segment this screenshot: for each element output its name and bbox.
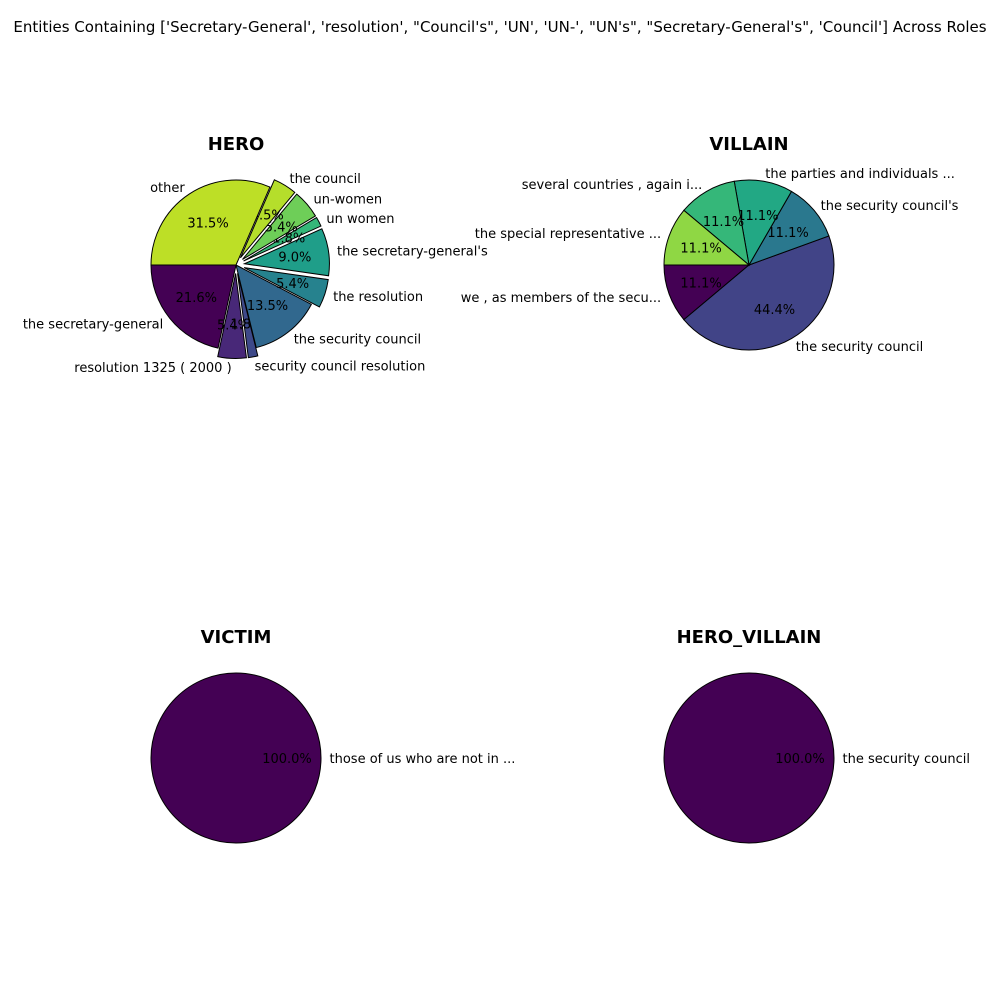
slice-label: un women [326,212,394,227]
pct-label: 11.1% [680,242,721,257]
slice-the-secretary-general [150,264,237,349]
slice-label: the security council [796,340,923,355]
pct-label: 11.1% [680,276,721,291]
slice-resolution-1325-2000 [217,273,247,359]
pie-victim: VICTIM 100.0% those of us who are not in .… [150,627,516,844]
pct-label: 11.1% [737,209,778,224]
pct-label: 5.4% [265,220,298,235]
pct-label: 5.4% [217,318,250,333]
slice-those-of-us-who-are-not-in [150,672,322,844]
slice-label: the security council [843,752,970,767]
slice-the-secretary-general-s [242,228,330,277]
pie-title: VILLAIN [709,134,788,155]
slice-label: the secretary-general's [337,245,488,260]
figure-title: Entities Containing ['Secretary-General'… [13,18,986,36]
slice-un-women [242,193,317,260]
slice-label: the security council's [821,199,959,214]
pct-label: 100.0% [262,752,312,767]
pct-label: 21.6% [176,291,217,306]
slice-the-security-council [683,235,835,351]
pct-label: 11.1% [767,226,808,241]
slice-label: the special representative ... [475,227,661,242]
slice-label: other [150,181,185,196]
pct-label: 11.1% [703,215,744,230]
slice-label: the security council [294,333,421,348]
pie-villain: VILLAIN 11.1% we , as members of the secu.… [461,134,959,355]
slice-the-special-representative [663,209,751,266]
slice-other [150,179,271,266]
slice-label: un-women [314,193,383,208]
slice-un-women [243,216,322,262]
slice-label: the parties and individuals ... [765,167,955,182]
slice-label: the secretary-general [23,318,163,333]
pct-label: 5.4% [276,277,309,292]
slice-label: resolution 1325 ( 2000 ) [74,361,231,376]
slice-the-resolution [243,267,329,308]
slice-security-council-resolution [237,273,259,359]
pie-title: VICTIM [201,627,272,648]
pct-label: 100.0% [775,752,825,767]
pie-title: HERO [208,134,265,155]
slice-the-security-council [235,264,313,349]
pct-label: 31.5% [187,216,228,231]
pct-label: 13.5% [247,299,288,314]
slice-label: security council resolution [255,359,426,374]
pie-hero-villain: HERO_VILLAIN 100.0% the security council [663,627,970,844]
pie-hero: HERO 21.6% the secretary-general 5.4% resolu… [23,134,488,376]
slice-label: several countries , again i... [522,178,703,193]
slice-the-security-council [663,672,835,844]
pct-label: 9.0% [278,251,311,266]
pie-title: HERO_VILLAIN [677,627,822,648]
slice-label: those of us who are not in ... [330,752,516,767]
slice-label: the council [289,172,360,187]
slice-the-council [239,179,296,259]
slice-label: the resolution [333,290,423,305]
pct-label: 44.4% [754,303,795,318]
slice-label: we , as members of the secu... [461,291,661,306]
